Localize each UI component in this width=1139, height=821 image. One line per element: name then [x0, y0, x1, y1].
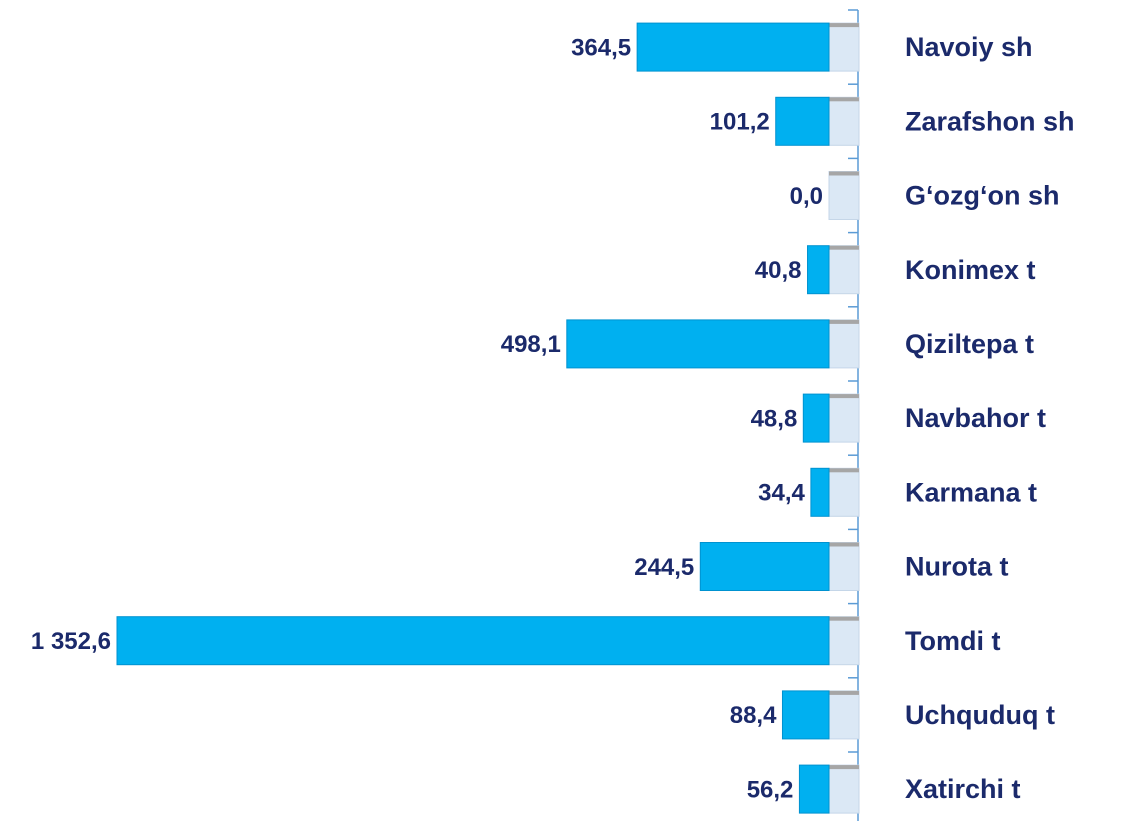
- category-label: Nurota t: [905, 552, 1009, 582]
- bar-depth-top: [829, 23, 859, 28]
- bar: [699, 542, 830, 591]
- bar-depth: [828, 22, 860, 72]
- category-label: Qiziltepa t: [905, 329, 1034, 359]
- bar-depth-top: [829, 765, 859, 770]
- value-label: 34,4: [758, 480, 805, 507]
- value-label: 101,2: [710, 109, 770, 136]
- value-label: 498,1: [501, 331, 561, 358]
- bar-depth-top: [829, 690, 859, 695]
- category-label: Navbahor t: [905, 403, 1046, 433]
- bar-depth: [828, 96, 860, 146]
- bar: [798, 764, 830, 814]
- bar: [116, 616, 830, 666]
- bar-depth: [828, 616, 860, 666]
- bar: [781, 690, 830, 740]
- bar-depth: [828, 393, 860, 443]
- bar-depth: [828, 319, 860, 369]
- bar: [807, 245, 830, 295]
- bar-depth: [828, 542, 860, 591]
- bar-depth-top: [829, 97, 859, 102]
- category-label: Konimex t: [905, 255, 1036, 285]
- bar-depth-top: [829, 319, 859, 324]
- category-label: Tomdi t: [905, 626, 1000, 656]
- bar-depth: [828, 467, 860, 517]
- bar-depth-top: [829, 245, 859, 250]
- bar-depth-top: [829, 394, 859, 399]
- bar-depth-top: [829, 616, 859, 621]
- value-label: 0,0: [790, 183, 823, 210]
- category-label: G‘ozg‘on sh: [905, 181, 1060, 211]
- bar-depth-top: [829, 468, 859, 473]
- bar-depth: [828, 764, 860, 814]
- value-label: 40,8: [755, 257, 802, 284]
- category-label: Xatirchi t: [905, 774, 1021, 804]
- bar: [566, 319, 830, 369]
- bar: [810, 467, 830, 517]
- category-label: Karmana t: [905, 477, 1037, 507]
- bar-depth: [828, 690, 860, 740]
- value-label: 1 352,6: [31, 628, 111, 655]
- bar-depth: [828, 171, 860, 220]
- value-label: 48,8: [751, 405, 798, 432]
- value-label: 88,4: [730, 702, 777, 729]
- bar: [775, 96, 830, 146]
- bar: [636, 22, 830, 72]
- category-label: Uchquduq t: [905, 700, 1055, 730]
- bar-depth-top: [829, 542, 859, 547]
- category-label: Navoiy sh: [905, 32, 1033, 62]
- category-label: Zarafshon sh: [905, 106, 1075, 136]
- bar-depth: [828, 245, 860, 295]
- bar: [802, 393, 830, 443]
- value-label: 244,5: [634, 554, 694, 581]
- bar-depth-top: [829, 171, 859, 176]
- value-label: 364,5: [571, 34, 631, 61]
- value-label: 56,2: [747, 776, 794, 803]
